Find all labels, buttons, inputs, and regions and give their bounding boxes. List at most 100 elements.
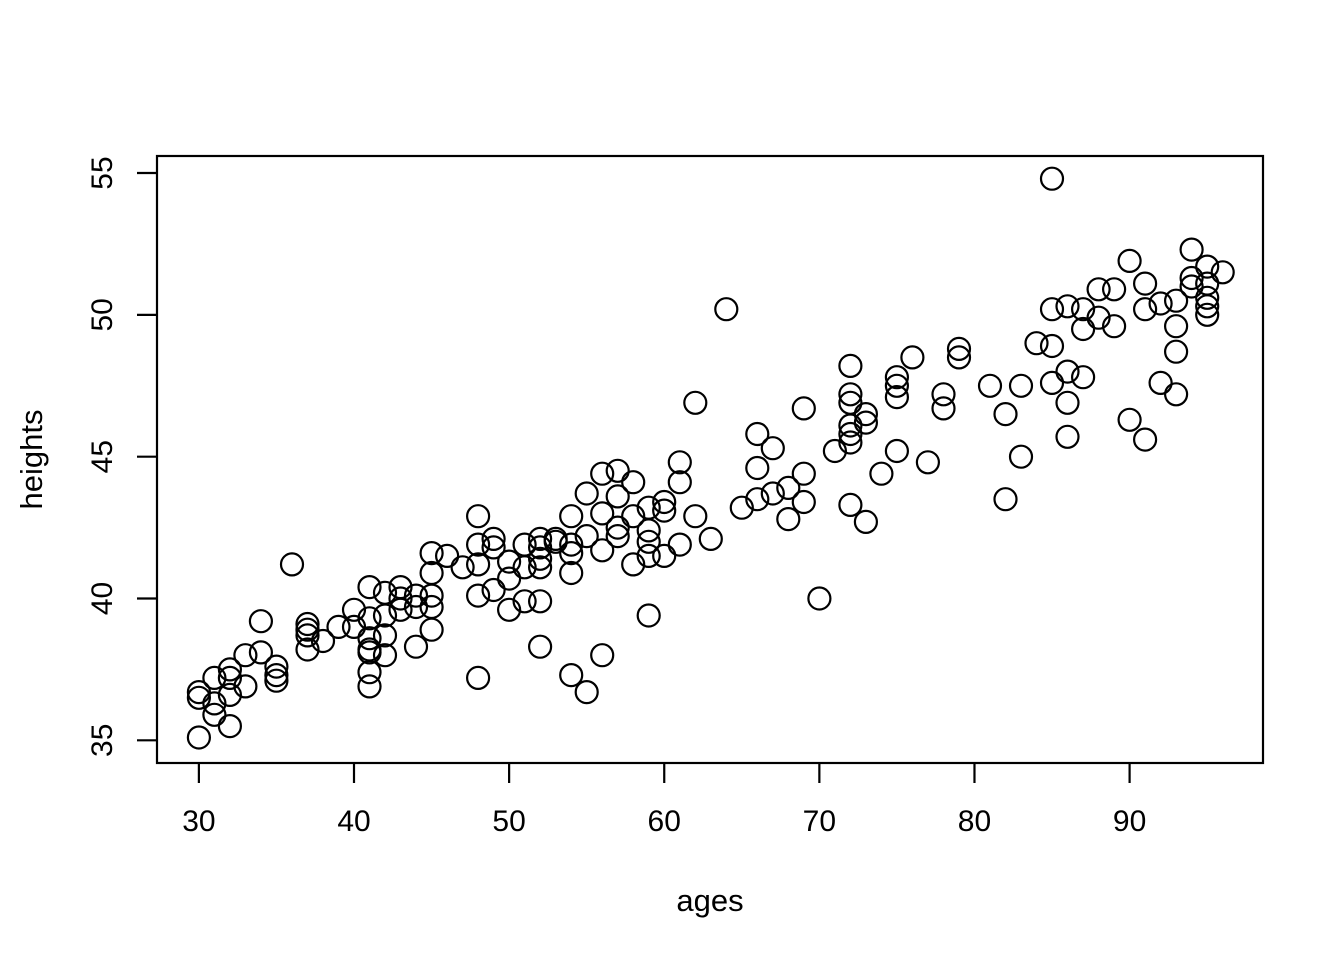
data-point: [977, 373, 1003, 398]
data-point: [869, 461, 894, 486]
data-point: [295, 637, 320, 662]
data-point: [791, 396, 816, 421]
data-point: [217, 682, 242, 708]
y-axis-title: heights: [14, 410, 49, 510]
data-point: [559, 532, 584, 557]
data-point: [481, 535, 506, 560]
data-point: [403, 634, 429, 659]
data-point: [1195, 285, 1220, 310]
data-point: [497, 549, 522, 574]
data-point: [264, 668, 289, 693]
data-point: [667, 450, 692, 475]
x-tick-label: 70: [803, 805, 836, 838]
data-point: [419, 583, 444, 608]
data-point: [202, 702, 227, 727]
data-point: [295, 611, 320, 637]
data-point: [853, 402, 879, 427]
data-point: [838, 430, 863, 455]
data-point: [807, 586, 832, 611]
data-point: [357, 660, 382, 685]
data-point: [1132, 271, 1158, 296]
data-point: [1055, 424, 1080, 449]
y-tick-label: 35: [86, 724, 119, 757]
data-point: [1132, 427, 1158, 452]
data-point: [1148, 291, 1173, 316]
data-point: [527, 526, 553, 552]
data-point: [1163, 382, 1189, 407]
data-point: [527, 546, 553, 571]
data-point: [946, 336, 972, 361]
data-point: [419, 540, 444, 566]
data-point: [357, 574, 382, 600]
data-point: [636, 529, 661, 554]
data-point: [1055, 294, 1080, 319]
data-point: [652, 498, 677, 523]
data-point: [1039, 166, 1065, 191]
data-point: [466, 583, 491, 608]
y-tick-label: 55: [86, 156, 119, 189]
data-point: [559, 560, 584, 586]
data-point: [574, 481, 599, 506]
data-point: [1179, 237, 1204, 262]
data-point: [1117, 248, 1142, 273]
data-point: [621, 552, 646, 577]
data-point: [652, 543, 677, 569]
data-point: [466, 665, 491, 691]
data-point: [993, 487, 1018, 512]
data-point: [481, 577, 506, 603]
data-point: [248, 640, 273, 665]
data-point: [264, 662, 289, 688]
data-point: [1195, 302, 1220, 327]
data-point: [357, 626, 382, 651]
data-point: [1039, 333, 1065, 359]
data-point: [466, 504, 491, 529]
data-point: [527, 555, 553, 580]
y-tick-label: 45: [86, 440, 119, 473]
data-point: [264, 654, 289, 679]
data-point: [605, 523, 630, 549]
data-point: [698, 526, 723, 552]
data-point: [1179, 274, 1204, 299]
data-point: [186, 679, 211, 705]
data-point: [1163, 339, 1189, 364]
data-point: [714, 297, 739, 322]
data-point: [1195, 294, 1220, 319]
data-point: [310, 628, 336, 654]
data-point: [760, 481, 785, 506]
data-point: [652, 489, 677, 515]
data-point: [1008, 373, 1034, 398]
data-point: [1132, 297, 1158, 322]
data-point: [760, 436, 785, 461]
data-point: [884, 438, 910, 464]
data-point: [372, 643, 398, 668]
data-point: [466, 552, 491, 577]
data-point: [559, 504, 584, 529]
data-point: [497, 597, 522, 622]
data-point: [1039, 370, 1065, 395]
data-point: [838, 421, 863, 447]
data-point: [403, 583, 429, 608]
data-point: [993, 402, 1018, 427]
data-point: [419, 560, 444, 586]
data-point: [590, 643, 615, 668]
data-point: [1055, 390, 1080, 415]
data-point: [1163, 288, 1189, 313]
data-point: [667, 470, 692, 495]
data-point: [931, 396, 956, 421]
y-tick-label: 50: [86, 298, 119, 331]
data-point: [683, 390, 708, 415]
data-point: [559, 540, 584, 566]
data-point: [636, 603, 661, 628]
data-point: [776, 506, 801, 532]
data-point: [605, 458, 630, 483]
data-point: [248, 609, 273, 634]
x-axis: 30 40 50 60 70 80 90: [182, 763, 1146, 838]
data-point: [233, 674, 258, 699]
data-point: [729, 495, 754, 520]
data-point: [1210, 260, 1235, 285]
data-point: [931, 382, 956, 407]
data-point: [900, 345, 925, 370]
data-point: [791, 461, 816, 486]
data-point: [605, 515, 630, 540]
